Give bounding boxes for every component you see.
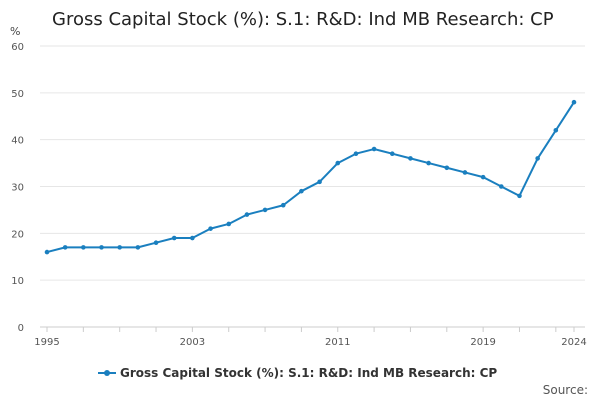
data-point[interactable]	[353, 151, 359, 157]
data-point[interactable]	[44, 249, 50, 255]
y-tick-label: 50	[11, 89, 24, 100]
data-point[interactable]	[517, 193, 522, 199]
y-tick-label: 0	[18, 323, 24, 334]
data-point[interactable]	[480, 174, 486, 180]
data-point[interactable]	[208, 226, 213, 231]
data-point[interactable]	[226, 221, 232, 227]
data-point[interactable]	[262, 207, 268, 213]
y-tick-label: 30	[11, 183, 24, 194]
y-tick-label: 40	[11, 136, 24, 147]
x-axis-ticks: 1995 2003 2011 2019 2024	[34, 327, 587, 348]
y-axis-unit-label: %	[10, 25, 21, 38]
x-tick-label: 1995	[34, 337, 59, 348]
source-label: Source:	[542, 383, 588, 397]
data-point[interactable]	[335, 160, 341, 166]
data-point[interactable]	[280, 202, 286, 208]
legend-swatch-icon	[98, 370, 116, 376]
x-tick-label: 2003	[180, 337, 205, 348]
x-tick-label: 2024	[561, 337, 586, 348]
data-point[interactable]	[444, 165, 450, 171]
data-point[interactable]	[371, 146, 377, 152]
data-point[interactable]	[99, 245, 104, 250]
x-tick-label: 2011	[325, 337, 350, 348]
data-point[interactable]	[190, 235, 195, 241]
series-line	[46, 101, 575, 254]
data-point[interactable]	[408, 156, 413, 161]
y-tick-label: 60	[11, 42, 24, 53]
data-point[interactable]	[81, 245, 86, 250]
legend[interactable]: Gross Capital Stock (%): S.1: R&D: Ind M…	[98, 366, 497, 380]
data-point[interactable]	[244, 212, 250, 217]
data-point[interactable]	[389, 151, 395, 157]
data-point[interactable]	[426, 160, 431, 166]
y-tick-label: 10	[11, 276, 24, 287]
y-tick-label: 20	[11, 229, 24, 240]
data-point[interactable]	[462, 170, 468, 175]
chart-title: Gross Capital Stock (%): S.1: R&D: Ind M…	[52, 9, 554, 30]
y-axis-tick-labels: 0 10 20 30 40 50 60	[11, 42, 24, 334]
x-tick-label: 2019	[470, 337, 495, 348]
data-point[interactable]	[535, 156, 540, 161]
data-point[interactable]	[153, 240, 159, 245]
data-point[interactable]	[553, 128, 559, 133]
legend-label: Gross Capital Stock (%): S.1: R&D: Ind M…	[120, 366, 498, 380]
data-point[interactable]	[299, 188, 304, 194]
data-point[interactable]	[135, 245, 141, 250]
data-point[interactable]	[117, 245, 122, 250]
data-point[interactable]	[317, 179, 322, 185]
legend-marker-icon	[104, 370, 110, 376]
data-point[interactable]	[571, 99, 577, 105]
grid-lines	[40, 45, 585, 281]
data-point[interactable]	[62, 245, 68, 250]
series-layer	[44, 99, 577, 255]
data-point[interactable]	[171, 235, 177, 241]
data-point[interactable]	[499, 184, 504, 189]
